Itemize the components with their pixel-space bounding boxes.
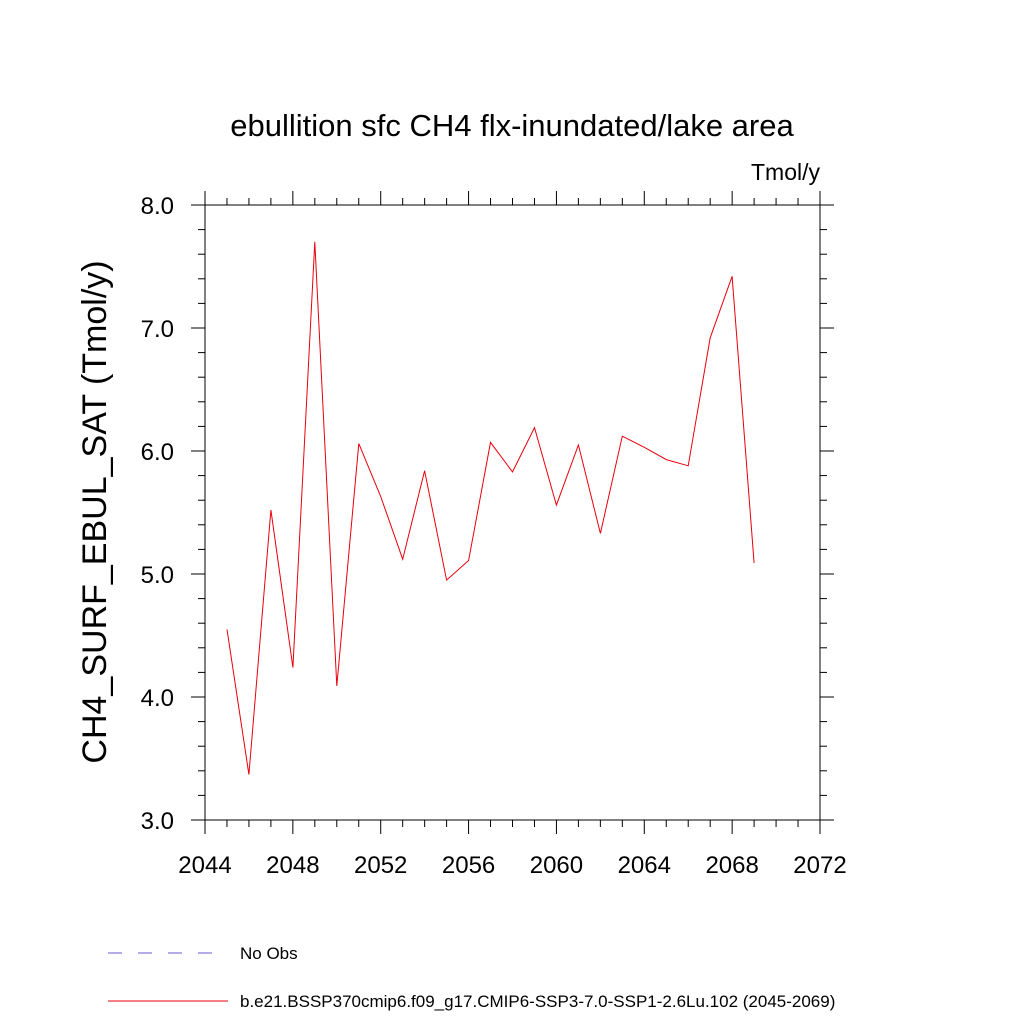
y-tick-label: 7.0 — [141, 316, 174, 343]
series-line — [226, 241, 755, 775]
y-tick-label: 8.0 — [141, 193, 174, 220]
x-tick-label: 2044 — [178, 852, 231, 879]
axis-ticks — [191, 191, 834, 834]
units-label: Tmol/y — [751, 159, 821, 185]
axis-tick-labels: 2044 2048 2052 2056 2060 2064 2068 2072 3.0 4.0 5.… — [141, 193, 847, 879]
series-group — [226, 241, 755, 775]
legend-label: No Obs — [240, 944, 298, 963]
y-axis-label: CH4_SURF_EBUL_SAT (Tmol/y) — [76, 260, 114, 763]
x-tick-label: 2068 — [705, 852, 758, 879]
x-tick-label: 2052 — [354, 852, 407, 879]
y-tick-label: 3.0 — [141, 808, 174, 835]
y-tick-label: 6.0 — [141, 439, 174, 466]
x-tick-label: 2072 — [793, 852, 846, 879]
x-tick-label: 2064 — [618, 852, 671, 879]
x-tick-label: 2060 — [530, 852, 583, 879]
plot-frame — [204, 204, 821, 821]
y-tick-label: 4.0 — [141, 685, 174, 712]
x-tick-label: 2048 — [266, 852, 319, 879]
y-tick-label: 5.0 — [141, 562, 174, 589]
legend-label: b.e21.BSSP370cmip6.f09_g17.CMIP6-SSP3-7.… — [240, 992, 835, 1011]
legend: No Obs b.e21.BSSP370cmip6.f09_g17.CMIP6-S… — [108, 944, 835, 1011]
chart-title: ebullition sfc CH4 flx-inundated/lake ar… — [230, 108, 794, 143]
x-tick-label: 2056 — [442, 852, 495, 879]
